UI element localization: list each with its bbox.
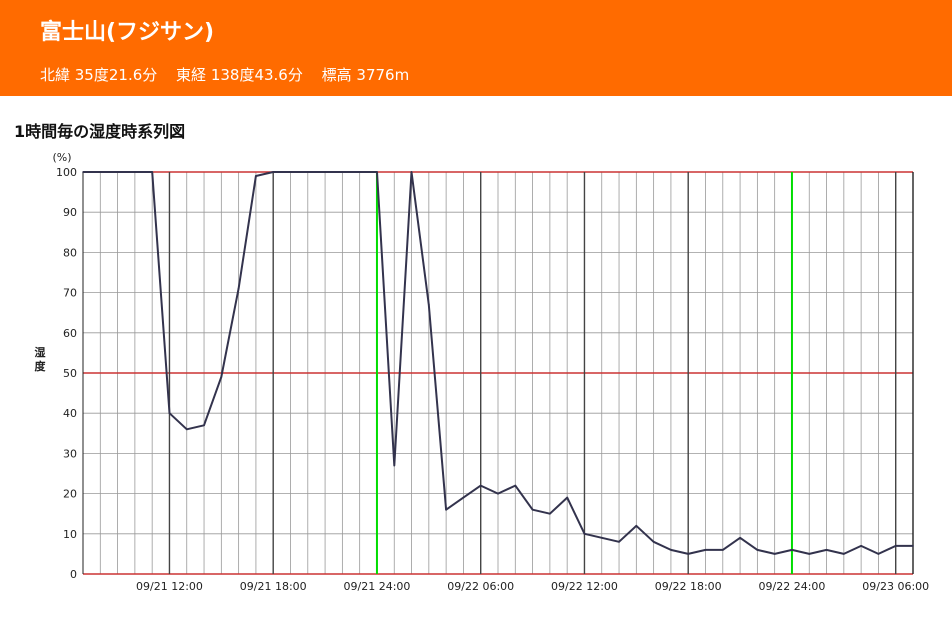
longitude: 東経 138度43.6分 <box>176 66 303 84</box>
data-point <box>877 553 880 555</box>
data-point <box>272 171 275 173</box>
data-point <box>531 508 534 511</box>
data-point <box>203 424 205 427</box>
data-point <box>497 492 499 495</box>
y-tick-label: 70 <box>63 287 77 300</box>
data-point <box>237 287 240 290</box>
data-point <box>773 553 776 555</box>
data-point <box>393 464 396 467</box>
data-point <box>549 512 551 515</box>
y-axis-label: 湿度 <box>35 345 47 373</box>
data-point <box>410 171 413 173</box>
x-tick-label: 09/21 24:00 <box>344 580 411 593</box>
elevation: 標高 3776m <box>321 66 410 84</box>
y-tick-label: 90 <box>63 206 77 219</box>
x-tick-label: 09/21 12:00 <box>136 580 203 593</box>
data-point <box>635 524 638 527</box>
data-point <box>289 171 292 173</box>
data-point <box>894 545 897 547</box>
y-tick-label: 50 <box>63 367 77 380</box>
x-tick-label: 09/22 24:00 <box>759 580 826 593</box>
data-point <box>306 171 309 173</box>
data-point <box>99 171 102 173</box>
x-tick-label: 09/23 06:00 <box>862 580 929 593</box>
data-point <box>825 549 828 551</box>
data-point <box>600 537 603 539</box>
station-title: 富士山(フジサン) <box>40 20 215 45</box>
data-point <box>220 376 223 378</box>
humidity-chart: 0 10 20 30 40 50 60 70 80 90 100 (%) 湿度 09/21 12:00 09… <box>35 151 930 593</box>
data-point <box>428 303 430 306</box>
data-point <box>652 541 655 543</box>
data-point <box>376 171 378 173</box>
x-tick-label: 09/22 06:00 <box>447 580 514 593</box>
x-tick-label: 09/22 12:00 <box>551 580 618 593</box>
data-point <box>912 545 914 547</box>
data-point <box>670 549 672 551</box>
data-point <box>618 541 620 543</box>
data-point <box>479 484 482 487</box>
y-tick-label: 10 <box>63 528 77 541</box>
data-point <box>583 533 586 535</box>
data-point <box>566 496 568 499</box>
data-point <box>134 171 136 173</box>
header: 富士山(フジサン) 北緯 35度21.6分 東経 138度43.6分 標高 37… <box>0 0 952 96</box>
data-point <box>843 553 845 555</box>
x-tick-label: 09/21 18:00 <box>240 580 307 593</box>
data-point <box>82 171 84 173</box>
data-point <box>341 171 344 173</box>
y-tick-label: 0 <box>70 568 77 581</box>
data-point <box>151 171 153 173</box>
y-axis-unit: (%) <box>52 151 71 164</box>
data-point <box>358 171 361 173</box>
data-point <box>514 484 517 487</box>
y-tick-label: 100 <box>56 166 77 179</box>
y-tick-label: 60 <box>63 327 77 340</box>
data-point <box>756 549 759 551</box>
data-point <box>791 549 793 551</box>
y-tick-label: 40 <box>63 407 77 420</box>
data-point <box>721 549 724 551</box>
y-tick-label: 20 <box>63 488 77 501</box>
data-point <box>462 496 465 499</box>
station-coordinates: 北緯 35度21.6分 東経 138度43.6分 標高 3776m <box>40 64 423 85</box>
y-tick-label: 30 <box>63 447 77 460</box>
data-point <box>808 553 811 555</box>
data-point <box>185 428 188 431</box>
data-point <box>739 537 741 539</box>
data-point <box>324 171 326 173</box>
data-point <box>168 412 171 415</box>
x-tick-label: 09/22 18:00 <box>655 580 722 593</box>
data-point <box>860 545 862 547</box>
data-point <box>445 508 447 511</box>
y-tick-label: 80 <box>63 246 77 259</box>
data-point <box>255 175 257 177</box>
chart-title: 1時間毎の湿度時系列図 <box>14 122 186 141</box>
data-point <box>687 553 690 555</box>
latitude: 北緯 35度21.6分 <box>40 66 158 84</box>
data-point <box>116 171 119 173</box>
data-point <box>704 549 707 551</box>
